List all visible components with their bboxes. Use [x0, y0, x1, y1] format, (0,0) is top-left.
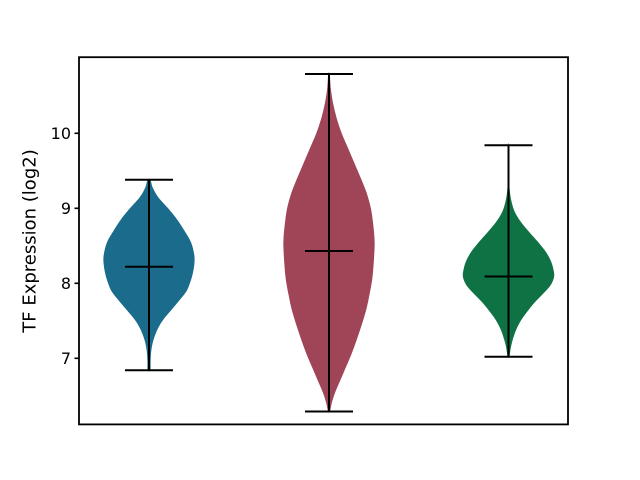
y-tick-label: 8: [61, 274, 71, 293]
y-tick-label: 7: [61, 349, 71, 368]
y-tick-label: 10: [51, 124, 71, 143]
plot-frame: [78, 56, 569, 426]
y-tick-label: 9: [61, 199, 71, 218]
y-axis-label: TF Expression (log2): [19, 149, 41, 333]
